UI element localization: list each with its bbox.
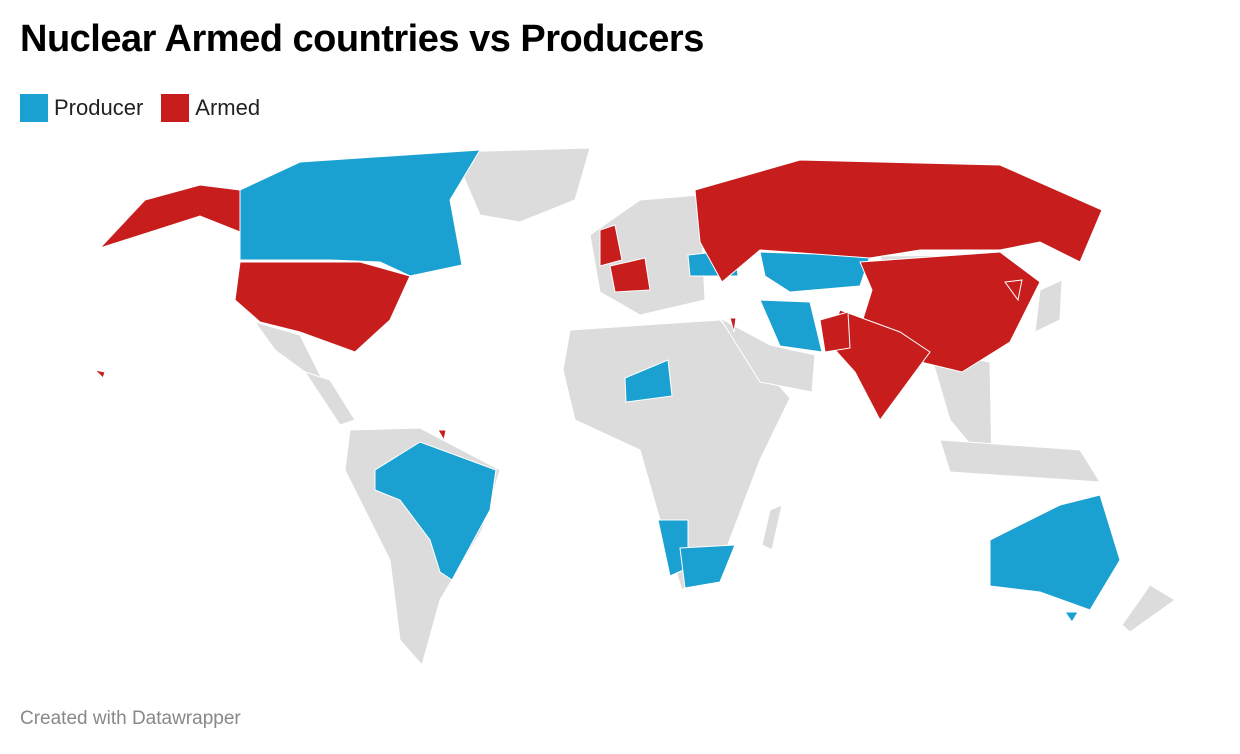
middle-east bbox=[718, 316, 816, 393]
south-africa bbox=[679, 544, 736, 589]
australia bbox=[989, 494, 1121, 611]
indonesia bbox=[939, 439, 1101, 483]
pakistan bbox=[819, 311, 851, 353]
legend-label: Producer bbox=[54, 95, 144, 120]
french-guiana bbox=[437, 429, 447, 442]
legend-item: Armed bbox=[161, 94, 260, 122]
map bbox=[93, 147, 1176, 667]
madagascar bbox=[761, 504, 783, 551]
legend-swatch bbox=[161, 94, 190, 122]
title: Nuclear Armed countries vs Producers bbox=[20, 18, 704, 60]
new-zealand bbox=[1121, 584, 1176, 633]
niger bbox=[624, 359, 673, 403]
japan bbox=[1034, 279, 1063, 333]
greenland bbox=[449, 147, 591, 223]
uk bbox=[599, 224, 623, 267]
usa bbox=[234, 261, 411, 353]
russia bbox=[694, 159, 1103, 283]
legend-label: Armed bbox=[195, 95, 261, 120]
brazil bbox=[374, 441, 497, 581]
central-america bbox=[303, 371, 356, 426]
iran bbox=[759, 299, 823, 353]
north-korea bbox=[1004, 279, 1023, 302]
kazakhstan bbox=[759, 251, 871, 293]
legend-item: Producer bbox=[20, 94, 143, 122]
canada bbox=[239, 149, 481, 277]
footer: Created with Datawrapper bbox=[20, 708, 241, 729]
tasmania bbox=[1064, 611, 1079, 623]
france bbox=[609, 257, 651, 293]
legend-swatch bbox=[20, 94, 48, 122]
hawaii bbox=[93, 369, 106, 379]
israel bbox=[729, 317, 737, 333]
alaska bbox=[98, 184, 241, 250]
legend: Producer Armed bbox=[20, 94, 260, 122]
